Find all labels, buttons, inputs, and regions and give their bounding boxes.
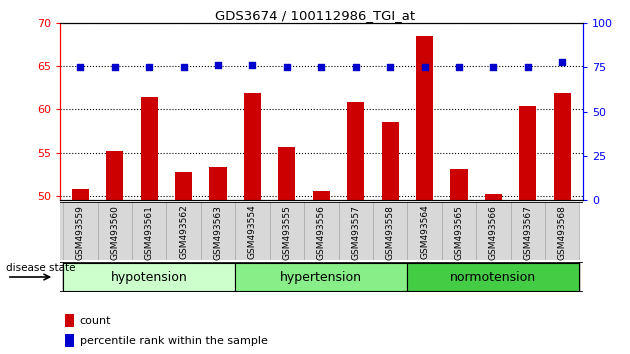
- Bar: [98, 202, 132, 260]
- Text: GSM493565: GSM493565: [454, 205, 464, 259]
- Bar: [373, 202, 408, 260]
- Bar: [312, 192, 330, 200]
- Text: GSM493568: GSM493568: [558, 205, 566, 259]
- Text: disease state: disease state: [6, 263, 76, 273]
- Bar: [484, 194, 502, 200]
- Text: GSM493559: GSM493559: [76, 205, 85, 259]
- Point: [420, 64, 430, 70]
- Bar: [270, 202, 304, 260]
- Text: GSM493563: GSM493563: [214, 205, 222, 259]
- Text: percentile rank within the sample: percentile rank within the sample: [80, 336, 268, 346]
- Bar: [106, 151, 123, 200]
- Bar: [65, 334, 74, 347]
- Text: GSM493556: GSM493556: [317, 205, 326, 259]
- Bar: [408, 263, 580, 291]
- Bar: [338, 202, 373, 260]
- Text: GSM493558: GSM493558: [386, 205, 394, 259]
- Bar: [476, 202, 510, 260]
- Text: GSM493555: GSM493555: [282, 205, 292, 259]
- Bar: [72, 189, 89, 200]
- Text: GSM493554: GSM493554: [248, 205, 257, 259]
- Point: [144, 64, 154, 70]
- Bar: [408, 202, 442, 260]
- Bar: [201, 202, 235, 260]
- Point: [248, 63, 258, 68]
- Bar: [554, 93, 571, 200]
- Bar: [519, 106, 536, 200]
- Bar: [63, 202, 98, 260]
- Text: GSM493564: GSM493564: [420, 205, 429, 259]
- Point: [282, 64, 292, 70]
- Bar: [244, 93, 261, 200]
- Text: GSM493562: GSM493562: [179, 205, 188, 259]
- Point: [316, 64, 326, 70]
- Bar: [442, 202, 476, 260]
- Point: [110, 64, 120, 70]
- Text: GSM493560: GSM493560: [110, 205, 120, 259]
- Bar: [132, 202, 166, 260]
- Bar: [63, 263, 235, 291]
- Point: [488, 64, 498, 70]
- Point: [179, 64, 189, 70]
- Bar: [510, 202, 545, 260]
- Bar: [450, 169, 467, 200]
- Point: [385, 64, 395, 70]
- Bar: [235, 263, 408, 291]
- Bar: [210, 167, 227, 200]
- Bar: [347, 102, 364, 200]
- Text: GSM493561: GSM493561: [145, 205, 154, 259]
- Bar: [278, 147, 295, 200]
- Point: [213, 63, 223, 68]
- Text: count: count: [80, 316, 112, 326]
- Bar: [304, 202, 338, 260]
- Bar: [175, 172, 192, 200]
- Bar: [140, 97, 158, 200]
- Text: GSM493567: GSM493567: [523, 205, 532, 259]
- Text: GDS3674 / 100112986_TGI_at: GDS3674 / 100112986_TGI_at: [215, 9, 415, 22]
- Text: normotension: normotension: [450, 270, 536, 284]
- Text: hypotension: hypotension: [111, 270, 188, 284]
- Point: [523, 64, 533, 70]
- Bar: [235, 202, 270, 260]
- Bar: [545, 202, 580, 260]
- Bar: [382, 122, 399, 200]
- Point: [454, 64, 464, 70]
- Point: [557, 59, 567, 65]
- Text: GSM493566: GSM493566: [489, 205, 498, 259]
- Point: [351, 64, 361, 70]
- Bar: [416, 36, 433, 200]
- Text: GSM493557: GSM493557: [351, 205, 360, 259]
- Bar: [166, 202, 201, 260]
- Text: hypertension: hypertension: [280, 270, 362, 284]
- Point: [76, 64, 86, 70]
- Bar: [65, 314, 74, 327]
